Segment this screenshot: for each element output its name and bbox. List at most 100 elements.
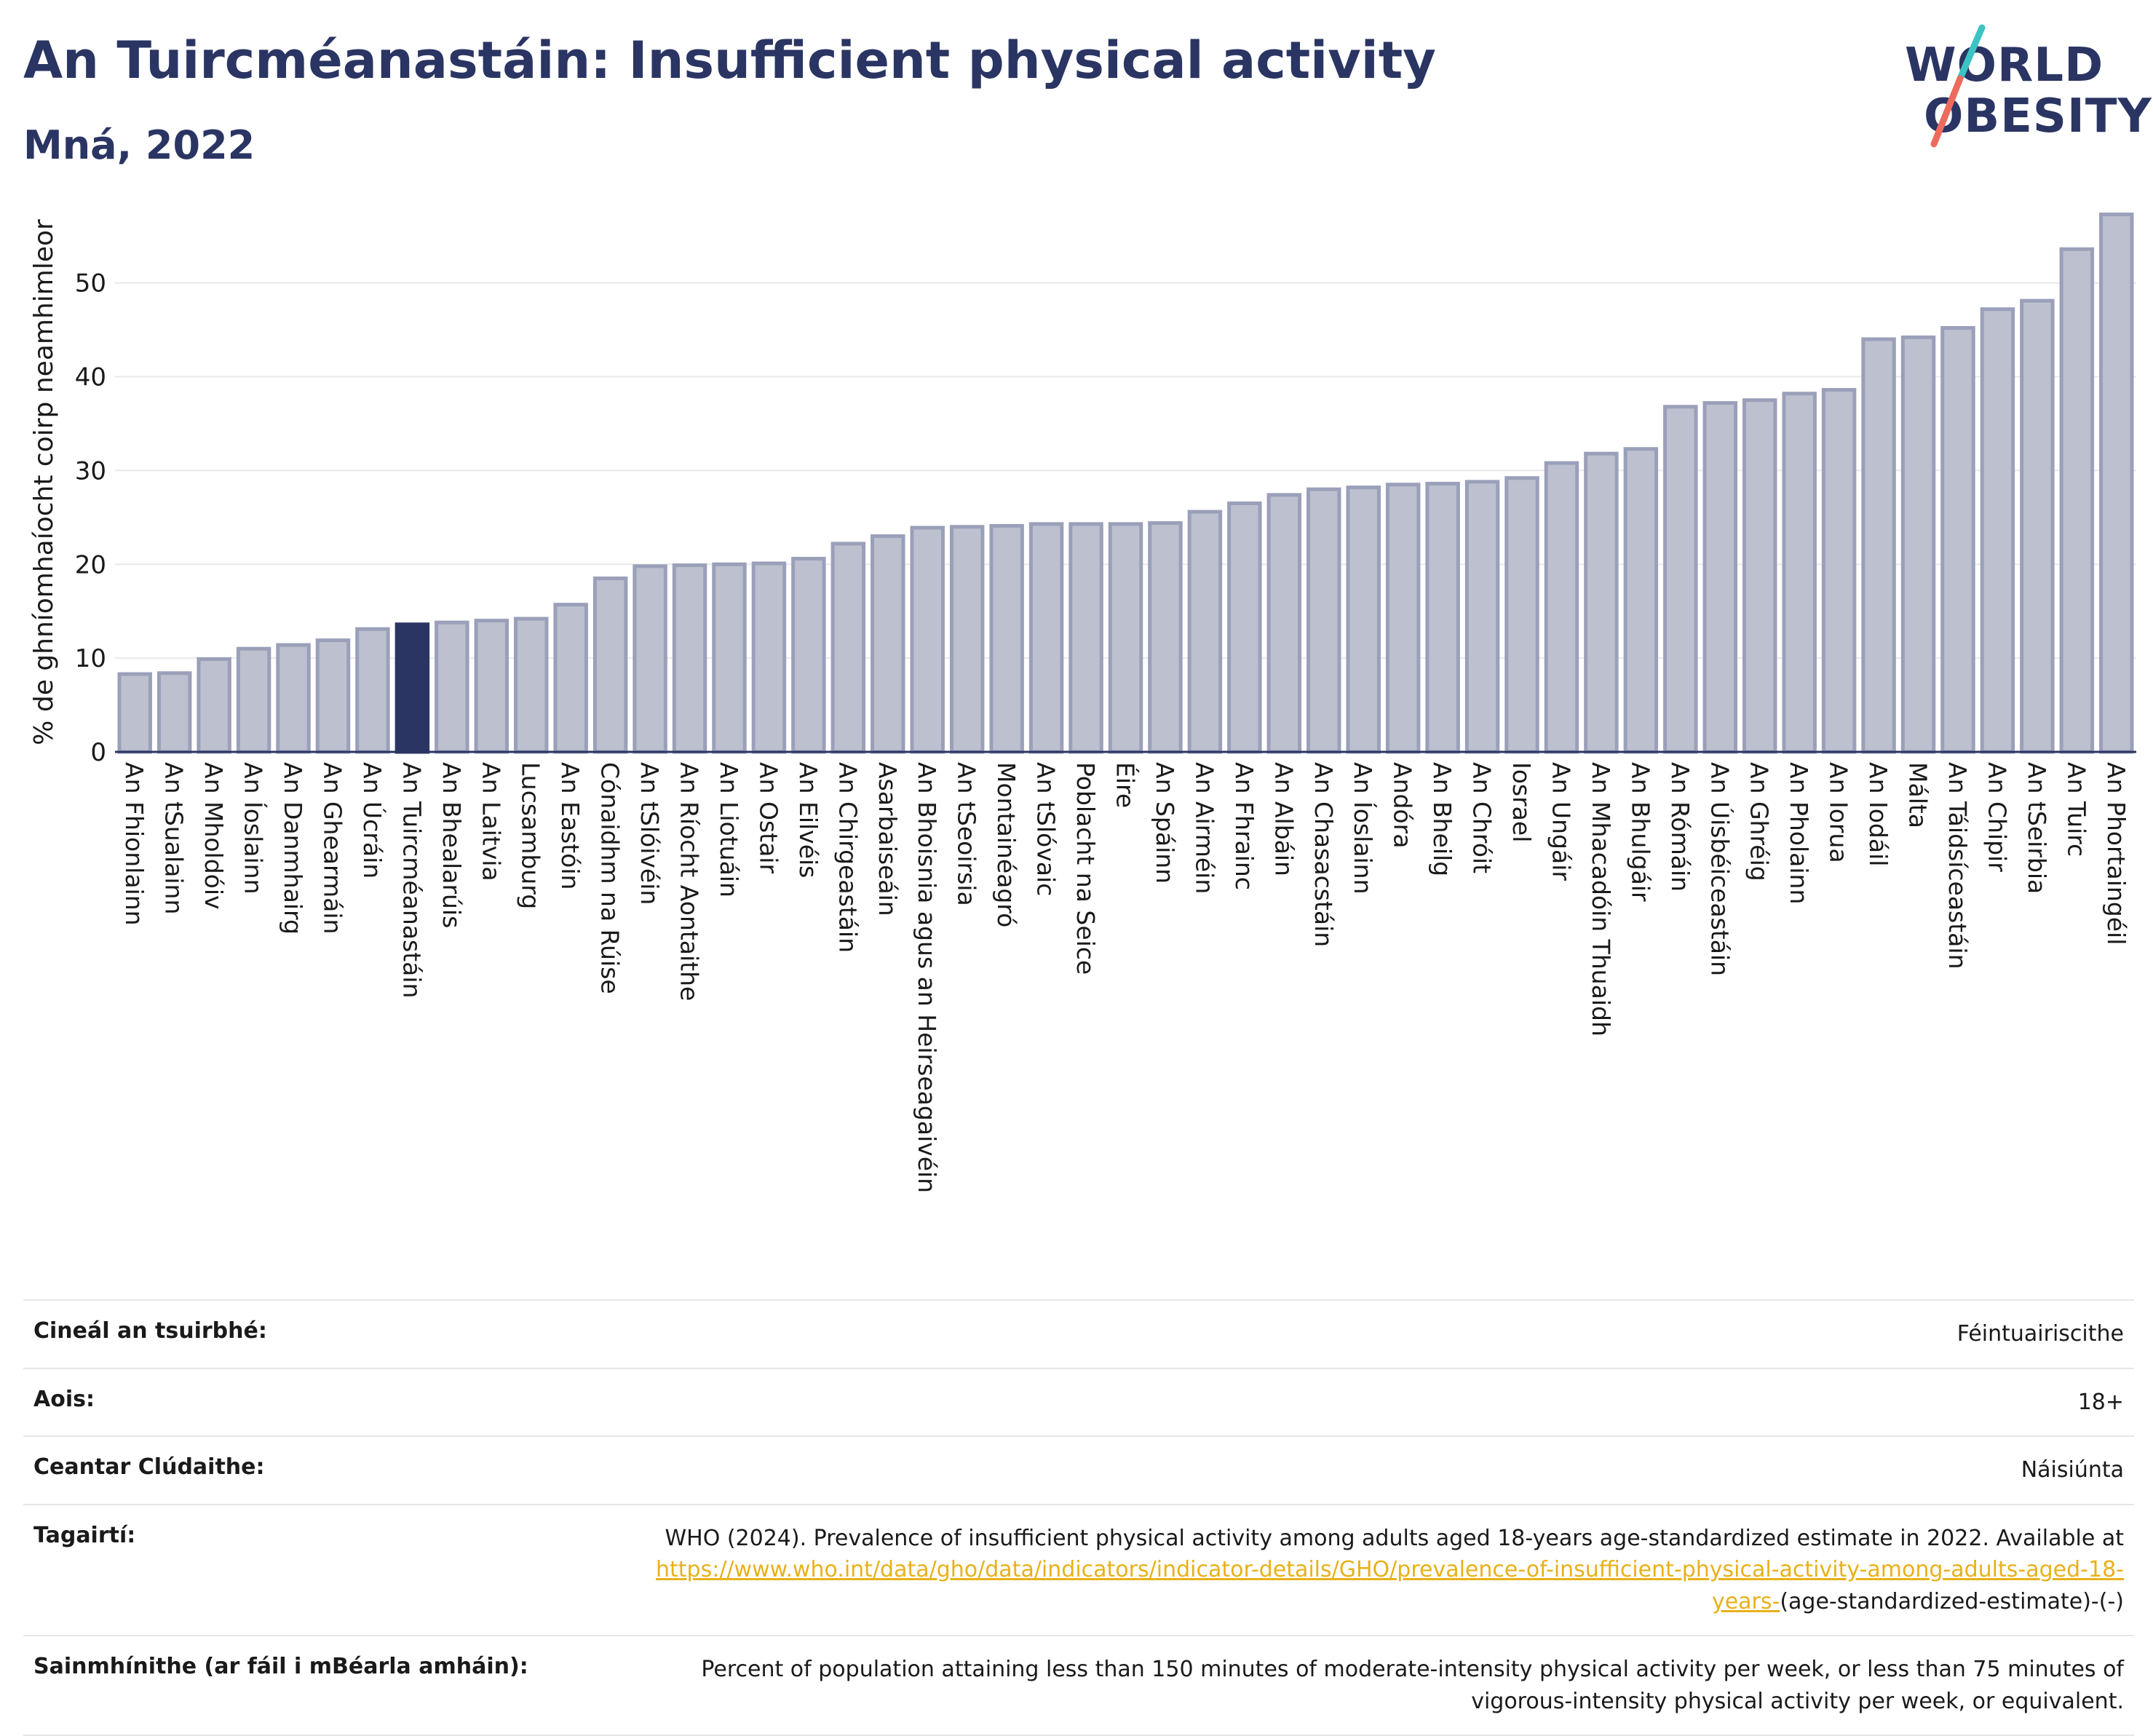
x-tick-label: Poblacht na Seice [1071, 762, 1100, 975]
x-tick-label: An Eastóin [556, 762, 584, 889]
y-axis-label: % de ghníomhaíocht coirp neamhimleor [29, 219, 59, 745]
x-tick-label: Asarbaiseáin [873, 762, 902, 916]
x-tick-label: An Ungáir [1547, 762, 1575, 881]
bar [117, 672, 152, 754]
definitions-value: Percent of population attaining less tha… [701, 1657, 2124, 1714]
x-tick-label: An Bhoisnia agus an Heirseagaivéin [913, 762, 941, 1193]
logo-text-line1: WORLD [1905, 39, 2104, 92]
bar [1266, 493, 1302, 754]
bar [1702, 401, 1738, 754]
x-tick-label: An Tuircméanastáin [397, 762, 426, 998]
bar [315, 638, 351, 754]
survey-type-label: Cineál an tsuirbhé: [33, 1318, 267, 1344]
bar [592, 576, 628, 754]
bars [117, 213, 2134, 754]
bar [1861, 337, 1896, 754]
x-tick-label: An tSeoirsia [953, 762, 981, 906]
y-tick-labels: 0 10 20 30 40 50 [75, 269, 106, 767]
bar [1940, 326, 1975, 754]
x-tick-label: An Iorua [1825, 762, 1853, 863]
x-tick-label: Cónaidhm na Rúise [596, 762, 625, 994]
x-tick-label: An Chirgeastáin [833, 762, 862, 953]
bar [633, 564, 667, 754]
chart-title: An Tuircméanastáin: Insufficient physica… [23, 31, 1436, 90]
bar [1028, 522, 1064, 754]
coverage-label: Ceantar Clúdaithe: [33, 1454, 265, 1480]
x-tick-label: An Tuirc [2062, 762, 2090, 857]
x-tick-label: An Danmhairg [279, 762, 307, 935]
x-tick-label: An Úcráin [358, 762, 387, 879]
x-tick-label: An tSeirbia [2023, 762, 2051, 894]
x-tick-label: An tSlóivéin [635, 762, 664, 905]
metadata-table: Cineál an tsuirbhé: Féintuairiscithe Aoi… [23, 1299, 2134, 1736]
x-tick-label: An tSlóvaic [1032, 762, 1060, 896]
bar [1425, 481, 1460, 754]
bar [1187, 510, 1223, 754]
y-tick-label: 20 [75, 550, 106, 579]
age-row: Aois: 18+ [23, 1368, 2134, 1436]
coverage-value: Náisiúnta [2021, 1457, 2124, 1483]
x-tick-label: An Ostair [754, 762, 782, 873]
references-row: Tagairtí: WHO (2024). Prevalence of insu… [23, 1504, 2134, 1636]
x-tick-label: An Táidsíceastáin [1943, 762, 1972, 969]
bar [156, 671, 192, 754]
survey-type-value: Féintuairiscithe [1956, 1321, 2124, 1347]
references-link[interactable]: https://www.who.int/data/gho/data/indica… [656, 1557, 2124, 1614]
x-tick-label: An Fhrainc [1230, 762, 1258, 890]
x-tick-label: An Chróit [1468, 762, 1496, 873]
x-tick-label: An Eilvéis [794, 762, 822, 878]
x-tick-label: An Ghréig [1745, 762, 1774, 881]
bar [1227, 501, 1262, 754]
x-tick-label: An Ríocht Aontaithe [675, 762, 704, 1001]
x-tick-label: An Laitvia [477, 762, 505, 881]
bar [791, 557, 826, 754]
age-label: Aois: [33, 1386, 95, 1412]
bar [1623, 447, 1659, 754]
bar [474, 619, 509, 754]
y-tick-label: 0 [90, 738, 106, 767]
y-tick-label: 10 [75, 644, 106, 673]
bar-highlighted [394, 622, 430, 754]
bar [1385, 483, 1421, 754]
bar [553, 603, 588, 754]
chart-subtitle: Mná, 2022 [23, 122, 255, 168]
bar [751, 561, 787, 754]
bar [236, 646, 271, 754]
coverage-row: Ceantar Clúdaithe: Náisiúnta [23, 1436, 2134, 1505]
bar [2099, 213, 2134, 754]
x-tick-label: An Albáin [1269, 762, 1298, 876]
bar [1346, 485, 1381, 754]
definitions-label: Sainmhínithe (ar fáil i mBéarla amháin): [33, 1654, 528, 1679]
bar [1782, 392, 1817, 754]
survey-type-row: Cineál an tsuirbhé: Féintuairiscithe [23, 1300, 2134, 1368]
x-tick-label: An Chasacstáin [1309, 762, 1338, 947]
references-value: WHO (2024). Prevalence of insufficient p… [597, 1505, 2134, 1636]
x-tick-labels: An Fhionlainn An tSualainn An Mholdóiv An Í… [120, 762, 2130, 1193]
bar [276, 643, 311, 754]
bar [355, 627, 390, 754]
bar [1307, 487, 1341, 754]
bar [712, 562, 747, 754]
bar [871, 534, 905, 754]
x-tick-label: An Bhealarúis [437, 762, 466, 928]
x-tick-label: An Bheilg [1428, 762, 1456, 876]
world-obesity-logo: WORLD OBESITY [1896, 20, 2152, 151]
bar [1504, 476, 1539, 754]
logo-slash-icon [1930, 24, 1986, 148]
x-tick-label: An tSualainn [160, 762, 189, 914]
logo-text-line2: OBESITY [1924, 90, 2152, 143]
bar [1821, 388, 1857, 754]
x-tick-label: An Phortaingéil [2102, 762, 2130, 945]
x-tick-label: An Pholainn [1785, 762, 1813, 904]
bar [1464, 480, 1500, 754]
x-tick-label: Andóra [1389, 762, 1417, 848]
references-label: Tagairtí: [33, 1522, 136, 1548]
bar [910, 526, 945, 754]
x-tick-label: An Íoslainn [239, 762, 269, 894]
bar [1584, 451, 1619, 754]
x-tick-label: An Íoslainn [1349, 762, 1378, 894]
y-tick-label: 30 [75, 456, 106, 485]
bar [2020, 298, 2055, 754]
x-tick-label: An Mhacadóin Thuaidh [1587, 762, 1615, 1037]
